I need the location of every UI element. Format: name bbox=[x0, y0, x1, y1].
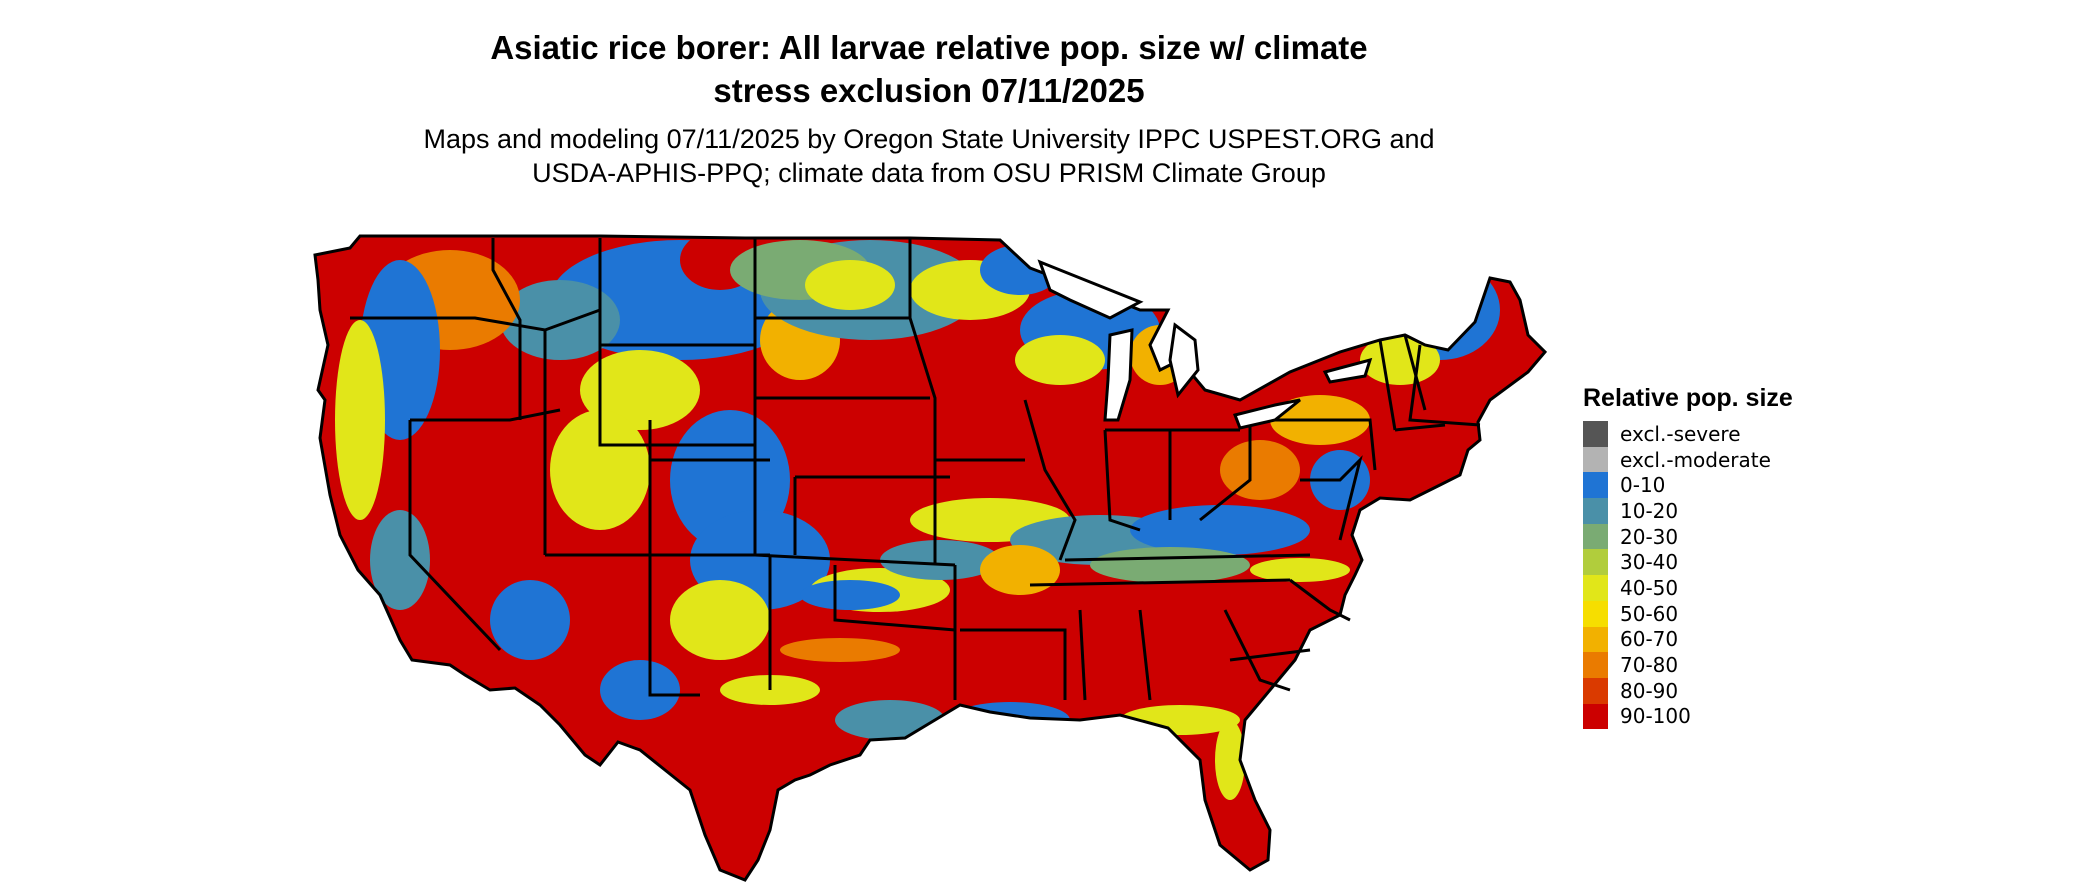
legend-label: 10-20 bbox=[1620, 498, 1679, 523]
legend-label: 90-100 bbox=[1620, 704, 1691, 729]
legend-label: 80-90 bbox=[1620, 678, 1679, 703]
legend-title: Relative pop. size bbox=[1583, 384, 1793, 412]
legend-item: excl.-moderate bbox=[1583, 446, 1793, 473]
map-title-line-1: Asiatic rice borer: All larvae relative … bbox=[490, 29, 1368, 66]
map-title-line-2: stress exclusion 07/11/2025 bbox=[713, 72, 1145, 109]
legend-swatch bbox=[1583, 575, 1608, 601]
legend-items: excl.-severe excl.-moderate 0-10 10-20 20-30… bbox=[1583, 421, 1793, 730]
legend-item: 10-20 bbox=[1583, 498, 1793, 524]
legend-label: 70-80 bbox=[1620, 653, 1679, 678]
legend-item: 20-30 bbox=[1583, 523, 1793, 550]
legend-label: 30-40 bbox=[1620, 550, 1679, 575]
legend-item: 70-80 bbox=[1583, 652, 1793, 678]
legend-swatch bbox=[1583, 677, 1608, 704]
legend-swatch bbox=[1583, 421, 1608, 447]
legend-label: excl.-severe bbox=[1620, 421, 1741, 446]
great-lakes bbox=[1037, 259, 1373, 430]
map-subtitle-line-1: Maps and modeling 07/11/2025 by Oregon S… bbox=[423, 124, 1435, 154]
legend-label: 60-70 bbox=[1620, 627, 1679, 652]
state-borders bbox=[313, 234, 1547, 882]
legend-swatch bbox=[1583, 703, 1608, 730]
legend-item: 30-40 bbox=[1583, 549, 1793, 576]
legend-swatch bbox=[1583, 600, 1608, 627]
legend-swatch bbox=[1583, 652, 1608, 678]
legend-label: 20-30 bbox=[1620, 524, 1679, 549]
legend-swatch bbox=[1583, 523, 1608, 550]
map-subtitle: Maps and modeling 07/11/2025 by Oregon S… bbox=[0, 122, 1858, 190]
legend-swatch bbox=[1583, 446, 1608, 473]
legend-item: 90-100 bbox=[1583, 703, 1793, 730]
legend-item: 80-90 bbox=[1583, 677, 1793, 704]
legend-swatch bbox=[1583, 498, 1608, 524]
legend-item: 60-70 bbox=[1583, 626, 1793, 653]
map-legend: Relative pop. size excl.-severe excl.-mod… bbox=[1583, 383, 1793, 730]
legend-label: excl.-moderate bbox=[1620, 447, 1771, 472]
us-population-map bbox=[313, 234, 1547, 882]
legend-swatch bbox=[1583, 472, 1608, 499]
legend-label: 0-10 bbox=[1620, 473, 1666, 498]
legend-item: 0-10 bbox=[1583, 472, 1793, 499]
map-subtitle-line-2: USDA-APHIS-PPQ; climate data from OSU PR… bbox=[532, 158, 1326, 188]
legend-item: 40-50 bbox=[1583, 575, 1793, 601]
legend-item: 50-60 bbox=[1583, 600, 1793, 627]
map-title: Asiatic rice borer: All larvae relative … bbox=[0, 26, 1858, 112]
legend-swatch bbox=[1583, 549, 1608, 576]
legend-label: 40-50 bbox=[1620, 575, 1679, 600]
legend-label: 50-60 bbox=[1620, 601, 1679, 626]
legend-swatch bbox=[1583, 626, 1608, 653]
legend-item: excl.-severe bbox=[1583, 421, 1793, 447]
